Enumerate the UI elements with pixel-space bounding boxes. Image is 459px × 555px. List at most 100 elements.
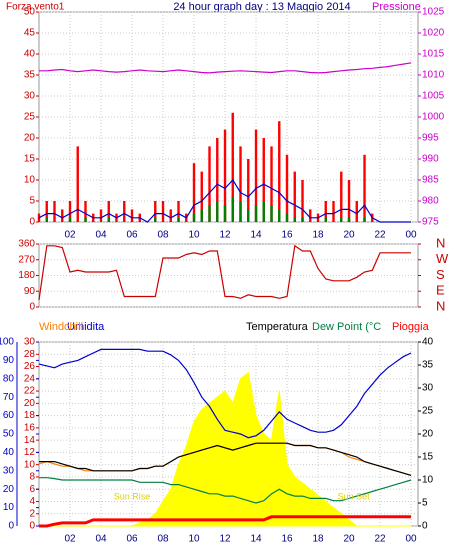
y-tick-label: 20 <box>24 133 36 144</box>
wind-bar <box>309 209 312 222</box>
wind-bar <box>324 217 327 222</box>
y-tick-label: 24 <box>24 373 36 384</box>
wind-bar <box>363 217 366 222</box>
y-tick-label: 2 <box>29 508 35 519</box>
y3-tick-label: 40 <box>3 447 15 458</box>
y2-tick-label: E <box>436 283 445 298</box>
y3-tick-label: 30 <box>3 465 15 476</box>
x-tick-label: 20 <box>343 534 355 545</box>
y2-tick-label: 5 <box>422 498 428 509</box>
y2-tick-label: 20 <box>422 429 434 440</box>
y-tick-label: 18 <box>24 410 36 421</box>
wind-bar <box>355 201 358 222</box>
wind-bar <box>123 201 126 222</box>
y-tick-label: 14 <box>24 435 36 446</box>
y-tick-label: 8 <box>29 472 35 483</box>
wind-bar <box>107 201 110 222</box>
wind-bar <box>332 201 335 222</box>
wind-bar <box>216 138 219 222</box>
wind-bar <box>278 209 281 222</box>
y-tick-label: 360 <box>18 239 35 250</box>
wind-bar <box>340 171 343 222</box>
legend-entry: Dew Point (°C <box>312 321 381 333</box>
y3-tick-label: 0 <box>8 521 14 532</box>
x-tick-label: 00 <box>405 534 417 545</box>
y-tick-label: 90 <box>24 286 36 297</box>
x-tick-label: 10 <box>188 534 200 545</box>
series-line <box>39 62 412 74</box>
y3-tick-label: 10 <box>3 502 15 513</box>
legend-entry: Temperatura <box>246 321 309 333</box>
wind-bar <box>223 205 227 222</box>
wind-bar <box>278 121 281 222</box>
y-tick-label: 0 <box>29 217 35 228</box>
y-tick-label: 4 <box>29 496 35 507</box>
wind-bar <box>84 201 87 222</box>
y-tick-label: 180 <box>18 270 35 281</box>
y-tick-label: 30 <box>24 337 36 348</box>
wind-bar <box>293 171 296 222</box>
legend-entry: Umidita <box>67 321 105 333</box>
y-tick-label: 10 <box>24 459 36 470</box>
y3-tick-label: 100 <box>0 337 14 348</box>
wind-bar <box>45 217 48 222</box>
y-tick-label: 0 <box>29 302 35 313</box>
y-tick-label: 28 <box>24 349 36 360</box>
y-tick-label: 22 <box>24 386 36 397</box>
wind-bar <box>208 146 211 222</box>
wind-bar <box>84 217 87 222</box>
wind-bar <box>177 217 180 222</box>
series-line <box>38 244 411 301</box>
series-line <box>38 348 412 439</box>
y-tick-label: 30 <box>24 91 36 102</box>
y3-tick-label: 90 <box>3 355 15 366</box>
y2-tick-label: 1010 <box>422 70 445 81</box>
wind-bar <box>45 201 48 222</box>
y-tick-label: 45 <box>24 28 36 39</box>
x-tick-label: 06 <box>126 230 138 241</box>
wind-bar <box>239 146 242 222</box>
y2-tick-label: W <box>436 251 449 266</box>
wind-bar <box>208 205 211 222</box>
annotation: Sun Rise <box>114 491 151 501</box>
y-tick-label: 0 <box>29 521 35 532</box>
y-tick-label: 40 <box>24 49 36 60</box>
wind-bar <box>61 209 64 222</box>
y3-tick-label: 20 <box>3 484 15 495</box>
wind-bar <box>231 112 234 222</box>
y-tick-label: 50 <box>24 7 36 18</box>
wind-bar <box>76 146 79 222</box>
x-tick-label: 12 <box>219 534 231 545</box>
wind-bar <box>192 213 196 222</box>
x-tick-label: 08 <box>157 230 169 241</box>
wind-bar <box>154 201 157 222</box>
x-tick-label: 04 <box>95 534 107 545</box>
x-tick-label: 06 <box>126 534 138 545</box>
wind-bar <box>285 154 289 222</box>
y-tick-label: 6 <box>29 484 35 495</box>
wind-bar <box>262 138 265 222</box>
wind-bar <box>68 217 72 222</box>
y2-tick-label: 995 <box>422 133 439 144</box>
wind-bar <box>247 159 250 222</box>
wind-bar <box>154 217 157 222</box>
x-tick-label: 02 <box>64 230 76 241</box>
wind-bar <box>68 201 72 222</box>
y3-tick-label: 60 <box>3 410 15 421</box>
x-tick-label: 18 <box>312 534 324 545</box>
y2-tick-label: N <box>436 298 445 313</box>
x-tick-label: 14 <box>250 534 262 545</box>
x-tick-label: 14 <box>250 230 262 241</box>
y2-tick-label: 0 <box>422 521 428 532</box>
x-tick-label: 16 <box>281 534 293 545</box>
y-tick-label: 5 <box>29 196 35 207</box>
wind-bar <box>169 209 172 222</box>
x-tick-label: 22 <box>374 230 386 241</box>
y3-tick-label: 80 <box>3 373 15 384</box>
y2-tick-label: 1005 <box>422 91 445 102</box>
wind-bar <box>223 129 227 222</box>
wind-bar <box>270 146 273 222</box>
y2-tick-label: 30 <box>422 383 434 394</box>
y-tick-label: 16 <box>24 423 36 434</box>
y-tick-label: 35 <box>24 70 36 81</box>
